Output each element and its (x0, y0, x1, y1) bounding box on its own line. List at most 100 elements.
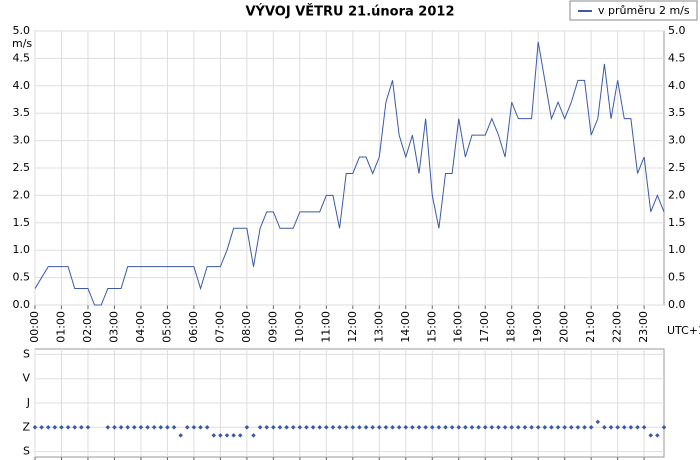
direction-point (330, 425, 336, 430)
y-tick-label-right: 2.5 (668, 161, 686, 174)
x-tick-label: 18:00 (505, 311, 518, 343)
direction-point (105, 425, 111, 430)
direction-point (416, 425, 422, 430)
direction-point (304, 425, 309, 430)
direction-point (661, 425, 667, 430)
direction-point (363, 425, 369, 430)
direction-point (423, 425, 428, 430)
y-tick-label-right: 0.0 (668, 298, 686, 311)
direction-point (529, 425, 534, 430)
direction-point (52, 425, 58, 430)
direction-point (569, 425, 574, 430)
direction-point (290, 425, 296, 430)
y-tick-label: S (23, 445, 30, 458)
y-tick-label-right: 4.5 (668, 51, 686, 64)
y-tick-label: Z (22, 420, 30, 433)
x-tick-label: 02:00 (81, 311, 94, 343)
x-tick-label: 04:00 (134, 311, 147, 343)
direction-point (588, 425, 594, 430)
direction-point (522, 425, 528, 430)
x-tick-label: 11:00 (319, 311, 332, 343)
direction-point (85, 425, 91, 430)
y-tick-label-right: 0.5 (668, 271, 686, 284)
direction-point (370, 425, 375, 430)
direction-point (297, 425, 303, 430)
direction-point (482, 425, 488, 430)
direction-point (377, 425, 382, 430)
direction-point (112, 425, 117, 430)
y-tick-label-right: 4.0 (668, 79, 686, 92)
y-tick-label: 3.0 (13, 134, 31, 147)
direction-point (443, 425, 448, 430)
direction-point (343, 425, 349, 430)
direction-point (516, 425, 521, 430)
y-tick-label-right: 1.0 (668, 243, 686, 256)
y-tick-label: S (23, 347, 30, 360)
y-tick-label: 0.0 (13, 298, 31, 311)
direction-point (622, 425, 627, 430)
chart-title: VÝVOJ VĚTRU 21.února 2012 (246, 4, 455, 20)
direction-point (317, 425, 322, 430)
direction-point (350, 425, 356, 430)
direction-point (224, 433, 230, 438)
data-line (34, 41, 665, 306)
direction-point (502, 425, 508, 430)
direction-point (118, 425, 124, 430)
direction-point (410, 425, 415, 430)
x-tick-label: 05:00 (160, 311, 173, 343)
direction-point (489, 425, 495, 430)
direction-point (628, 425, 634, 430)
x-tick-label: 15:00 (425, 311, 438, 343)
x-tick-label: 21:00 (584, 311, 597, 343)
direction-point (615, 425, 620, 430)
direction-point (655, 433, 660, 438)
direction-point (575, 425, 581, 430)
y-tick-label: 3.5 (13, 106, 31, 119)
x-tick-label: 03:00 (107, 311, 120, 343)
direction-point (582, 425, 587, 430)
direction-point (648, 433, 654, 438)
y-tick-label-right: 1.5 (668, 216, 686, 229)
x-tick-label: 13:00 (372, 311, 385, 343)
y-tick-label: 1.0 (13, 243, 31, 256)
direction-point (158, 425, 164, 430)
direction-point (79, 425, 84, 430)
direction-point (271, 425, 276, 430)
direction-point (602, 425, 607, 430)
direction-point (595, 419, 601, 425)
x-axis-label: UTC+1 (667, 324, 700, 337)
direction-point (45, 425, 51, 430)
direction-point (635, 425, 640, 430)
y-tick-label: 4.0 (13, 79, 31, 92)
direction-point (264, 425, 269, 430)
x-tick-label: 22:00 (611, 311, 624, 343)
y-tick-label: 4.5 (13, 51, 31, 64)
direction-point (357, 425, 362, 430)
x-tick-label: 12:00 (346, 311, 359, 343)
y-tick-label: 0.5 (13, 271, 31, 284)
direction-point (383, 425, 389, 430)
x-tick-label: 06:00 (187, 311, 200, 343)
direction-point (251, 433, 256, 438)
direction-point (436, 425, 442, 430)
x-tick-label: 00:00 (28, 311, 41, 343)
direction-point (403, 425, 409, 430)
direction-point (641, 425, 647, 430)
legend-label: v průměru 2 m/s (598, 4, 690, 17)
direction-point (218, 433, 223, 438)
direction-point (469, 425, 475, 430)
direction-point (178, 433, 183, 438)
direction-point (549, 425, 554, 430)
y-tick-label-right: 3.5 (668, 106, 686, 119)
y-tick-label-right: 5.0 (668, 24, 686, 37)
direction-point (59, 425, 64, 430)
y-tick-label-right: 3.0 (668, 134, 686, 147)
x-tick-label: 23:00 (637, 311, 650, 343)
direction-point (562, 425, 567, 430)
direction-point (463, 425, 468, 430)
direction-point (138, 425, 144, 430)
y-tick-label: 5.0 (13, 24, 31, 37)
direction-point (39, 425, 44, 430)
x-tick-label: 07:00 (213, 311, 226, 343)
